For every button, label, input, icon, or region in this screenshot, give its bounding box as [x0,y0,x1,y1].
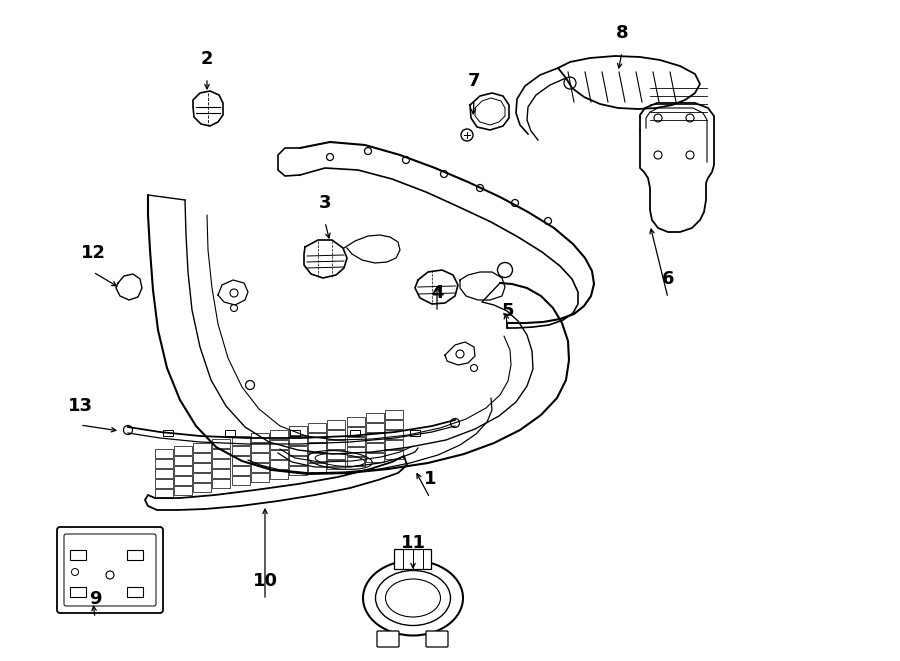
Bar [155,489,173,498]
Bar [270,459,288,469]
Bar [194,473,212,481]
Bar [251,463,269,472]
Bar [385,450,403,459]
Text: 11: 11 [400,534,426,552]
Bar [346,437,364,446]
Text: 7: 7 [468,72,481,90]
Text: 8: 8 [616,24,628,42]
Bar [365,424,383,432]
Polygon shape [145,456,407,510]
Bar [346,416,364,426]
Bar [163,430,173,436]
Bar [251,473,269,482]
Bar [308,423,326,432]
Bar [346,427,364,436]
Bar [289,467,307,475]
Text: 1: 1 [424,470,436,488]
Polygon shape [193,91,223,126]
Text: 12: 12 [80,244,105,262]
Bar [194,442,212,451]
Bar [308,433,326,442]
Bar [231,456,249,465]
Bar [328,430,346,439]
FancyBboxPatch shape [394,549,431,569]
Bar [251,453,269,462]
Bar [308,453,326,462]
Bar [270,430,288,439]
Bar [231,446,249,455]
FancyBboxPatch shape [426,631,448,647]
Bar [350,430,360,436]
Bar [365,453,383,463]
Text: 10: 10 [253,572,277,590]
Bar [365,434,383,442]
Bar [289,456,307,465]
Bar [385,430,403,439]
Bar [155,469,173,478]
Bar [328,460,346,469]
Bar [231,436,249,445]
Bar [289,426,307,436]
Bar [289,436,307,446]
Bar [365,444,383,453]
Bar [410,430,420,436]
Bar [289,446,307,455]
Bar [175,486,193,495]
Text: 4: 4 [431,284,443,302]
Bar [212,479,230,488]
Bar [328,420,346,429]
Bar [212,459,230,468]
Text: 5: 5 [502,302,514,320]
FancyBboxPatch shape [57,527,163,613]
Bar [251,433,269,442]
Bar [385,420,403,429]
Bar [270,440,288,449]
Bar [251,443,269,452]
Text: 3: 3 [319,194,331,212]
Bar [212,469,230,479]
Bar [385,440,403,449]
Bar [270,449,288,459]
Bar [231,476,249,485]
Bar [270,469,288,479]
Bar [346,457,364,466]
Bar [328,440,346,449]
Bar [155,479,173,488]
Bar [308,463,326,472]
Text: 2: 2 [201,50,213,68]
Bar [212,449,230,458]
Bar [155,449,173,458]
Bar [225,430,235,436]
Bar [175,456,193,465]
Ellipse shape [363,561,463,635]
Bar [290,430,300,436]
Bar [308,443,326,452]
Bar [155,459,173,468]
Bar [346,447,364,455]
Bar [194,453,212,461]
FancyBboxPatch shape [377,631,399,647]
Text: 9: 9 [89,590,101,608]
Text: 6: 6 [662,270,674,288]
Bar [231,466,249,475]
Text: 13: 13 [68,397,93,415]
Bar [194,483,212,492]
Bar [365,414,383,422]
Bar [175,446,193,455]
Bar [328,450,346,459]
Bar [385,410,403,419]
Bar [194,463,212,471]
Bar [212,440,230,448]
Bar [175,476,193,485]
Bar [175,466,193,475]
